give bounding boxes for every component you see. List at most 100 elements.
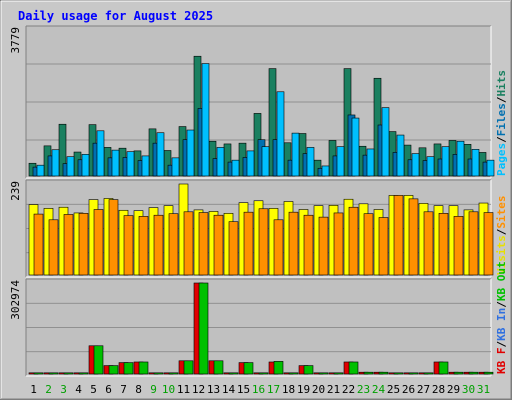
bar-sites-day-18 bbox=[288, 211, 299, 276]
y-max-label: 3779 bbox=[9, 27, 22, 54]
bar-pages-day-18 bbox=[291, 132, 300, 177]
x-tick-label-day-13: 13 bbox=[207, 383, 220, 396]
bar-kb-out-day-21 bbox=[333, 372, 344, 375]
bar-kb-out-day-26 bbox=[408, 372, 419, 375]
bar-pages-day-24 bbox=[381, 107, 390, 177]
bar-pages-day-27 bbox=[426, 156, 435, 177]
legend-item-visits: Visits bbox=[495, 235, 508, 275]
x-tick-label-day-4: 4 bbox=[75, 383, 82, 396]
bar-pages-day-1 bbox=[36, 164, 45, 177]
bar-pages-day-22 bbox=[351, 117, 360, 177]
legend-item-kb-f: KB F bbox=[495, 348, 508, 375]
bar-kb-out-day-15 bbox=[243, 362, 254, 375]
legend: Visits/Sites bbox=[495, 196, 508, 276]
bar-kb-out-day-11 bbox=[183, 360, 194, 375]
bar-pages-day-6 bbox=[111, 149, 120, 177]
bar-pages-day-21 bbox=[336, 146, 345, 177]
panel-visits-sites: 239 Visits/Sites bbox=[9, 179, 508, 278]
legend-item-pages: Pages bbox=[495, 143, 508, 176]
legend-separator: / bbox=[495, 301, 508, 308]
bar-kb-out-day-29 bbox=[453, 371, 464, 375]
bar-sites-day-26 bbox=[408, 198, 419, 276]
bar-sites-day-5 bbox=[93, 209, 104, 276]
bar-pages-day-19 bbox=[306, 147, 315, 177]
legend: KB F/KB In/KB Out bbox=[495, 261, 508, 374]
bar-pages-day-31 bbox=[486, 159, 495, 177]
x-tick-label-day-2: 2 bbox=[45, 383, 52, 396]
x-tick-label-day-25: 25 bbox=[387, 383, 400, 396]
x-tick-label-day-29: 29 bbox=[447, 383, 460, 396]
bar-kb-out-day-31 bbox=[483, 371, 494, 375]
chart-panels: 3779Pages/Files/Hits239Visits/Sites30297… bbox=[9, 25, 508, 377]
bar-kb-out-day-2 bbox=[48, 372, 59, 375]
bar-pages-day-10 bbox=[171, 157, 180, 177]
bar-kb-out-day-14 bbox=[228, 372, 239, 375]
bar-pages-day-9 bbox=[156, 132, 165, 177]
bar-kb-out-day-19 bbox=[303, 365, 314, 375]
bar-kb-out-day-12 bbox=[198, 282, 209, 375]
x-tick-label-day-19: 19 bbox=[297, 383, 310, 396]
bar-pages-day-17 bbox=[276, 91, 285, 177]
bar-kb-out-day-7 bbox=[123, 362, 134, 375]
y-max-label: 302974 bbox=[9, 280, 22, 320]
bar-sites-day-2 bbox=[48, 219, 59, 276]
bar-pages-day-29 bbox=[456, 140, 465, 177]
bar-sites-day-20 bbox=[318, 216, 329, 276]
chart-title: Daily usage for August 2025 bbox=[18, 9, 213, 23]
x-axis-tick-labels: 1 2 3 4 5 6 7 8 9 10 11 12 13 14 15 16 17 18 19 20 21 22 23 24 2… bbox=[30, 383, 490, 396]
legend-item-hits: Hits bbox=[495, 70, 508, 97]
bar-sites-day-31 bbox=[483, 212, 494, 276]
bar-kb-out-day-8 bbox=[138, 361, 149, 375]
bar-kb-out-day-30 bbox=[468, 371, 479, 375]
bar-kb-out-day-24 bbox=[378, 371, 389, 375]
x-tick-label-day-22: 22 bbox=[342, 383, 355, 396]
bar-pages-day-8 bbox=[141, 155, 150, 177]
bar-hits-day-17 bbox=[268, 68, 277, 177]
x-tick-label-day-3: 3 bbox=[60, 383, 67, 396]
bar-sites-day-27 bbox=[423, 211, 434, 276]
x-tick-label-day-11: 11 bbox=[177, 383, 190, 396]
bar-sites-day-13 bbox=[213, 214, 224, 276]
x-tick-label-day-12: 12 bbox=[192, 383, 205, 396]
bar-sites-day-15 bbox=[243, 211, 254, 276]
bar-pages-day-14 bbox=[231, 159, 240, 177]
x-tick-label-day-24: 24 bbox=[372, 383, 386, 396]
x-tick-label-day-30: 30 bbox=[462, 383, 475, 396]
bar-sites-day-28 bbox=[438, 213, 449, 276]
bar-pages-day-2 bbox=[51, 149, 60, 177]
bar-sites-day-29 bbox=[453, 216, 464, 276]
legend-separator: / bbox=[495, 96, 508, 103]
bar-pages-day-28 bbox=[441, 146, 450, 177]
bar-pages-day-20 bbox=[321, 165, 330, 177]
bar-sites-day-16 bbox=[258, 208, 269, 276]
bar-sites-day-19 bbox=[303, 214, 314, 276]
bar-pages-day-15 bbox=[246, 150, 255, 177]
x-tick-label-day-23: 23 bbox=[357, 383, 370, 396]
bar-kb-out-day-4 bbox=[78, 372, 89, 375]
bar-pages-day-25 bbox=[396, 134, 405, 177]
bar-kb-out-day-25 bbox=[393, 372, 404, 375]
bar-pages-day-4 bbox=[81, 154, 90, 177]
bar-pages-day-23 bbox=[366, 148, 375, 177]
legend: Pages/Files/Hits bbox=[495, 70, 508, 176]
x-tick-label-day-28: 28 bbox=[432, 383, 445, 396]
bar-sites-day-22 bbox=[348, 206, 359, 276]
x-tick-label-day-31: 31 bbox=[477, 383, 490, 396]
x-tick-label-day-27: 27 bbox=[417, 383, 430, 396]
legend-item-sites: Sites bbox=[495, 196, 508, 229]
bar-kb-out-day-20 bbox=[318, 372, 329, 375]
bar-sites-day-24 bbox=[378, 217, 389, 276]
bar-sites-day-1 bbox=[33, 213, 44, 276]
x-tick-label-day-1: 1 bbox=[30, 383, 37, 396]
bar-kb-out-day-9 bbox=[153, 372, 164, 375]
bar-pages-day-7 bbox=[126, 151, 135, 177]
bar-pages-day-5 bbox=[96, 130, 105, 177]
x-tick-label-day-8: 8 bbox=[135, 383, 142, 396]
bar-kb-out-day-17 bbox=[273, 361, 284, 375]
x-tick-label-day-5: 5 bbox=[90, 383, 97, 396]
bar-pages-day-30 bbox=[471, 149, 480, 177]
x-tick-label-day-15: 15 bbox=[237, 383, 250, 396]
bar-kb-out-day-23 bbox=[363, 371, 374, 375]
legend-item-files: Files bbox=[495, 103, 508, 136]
